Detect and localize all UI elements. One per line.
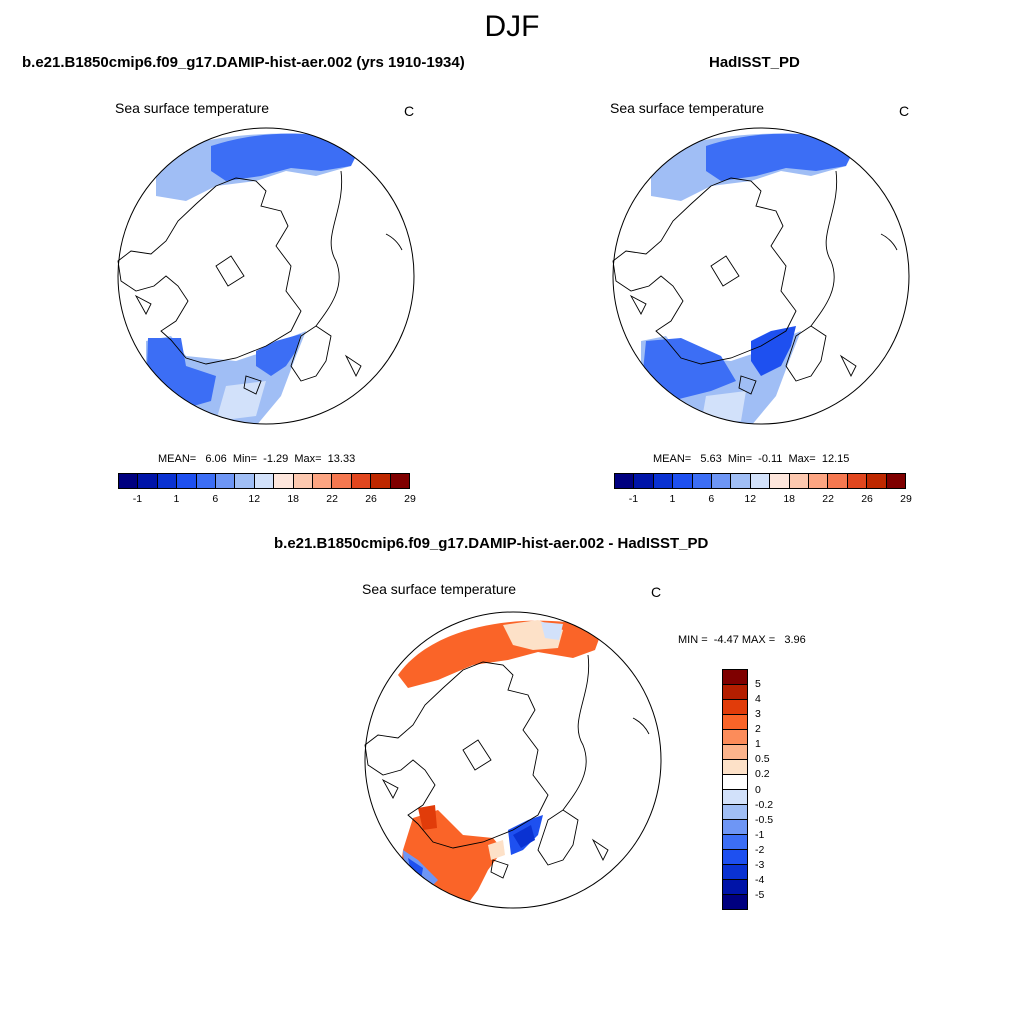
colorbar-swatch [828,474,848,488]
colorbar-tick-label: 6 [708,493,715,505]
diff-colorbar-ticks: 5 4 3 2 1 0.5 0.2 0 -0.2 -0.5 -1 -2 -3 -4 -5 [755,669,795,910]
colorbar-swatch [723,700,747,715]
obs-colorbar [614,473,906,489]
colorbar-tick-label: 0.5 [755,753,770,766]
colorbar-swatch [653,474,674,488]
colorbar-swatch [750,474,771,488]
colorbar-tick-label: 18 [287,493,300,505]
colorbar-swatch [723,805,747,820]
colorbar-tick-label: 1 [669,493,676,505]
colorbar-tick-label: 3 [755,708,761,721]
colorbar-tick-label: 0.2 [755,768,770,781]
model-stats-text: MEAN= 6.06 Min= -1.29 Max= 13.33 [158,453,356,465]
colorbar-swatch [293,474,314,488]
colorbar-tick-label: -1 [628,493,639,505]
colorbar-tick-label: 18 [783,493,796,505]
colorbar-tick-label: 12 [248,493,261,505]
colorbar-tick-label: -0.2 [755,798,774,811]
colorbar-swatch [274,474,294,488]
colorbar-swatch [723,715,747,730]
colorbar-swatch [196,474,217,488]
colorbar-tick-label: 12 [744,493,757,505]
colorbar-tick-label: 0 [755,783,761,796]
colorbar-swatch [634,474,654,488]
colorbar-tick-label: -3 [755,858,765,871]
colorbar-swatch [886,474,906,488]
colorbar-tick-label: 1 [173,493,180,505]
colorbar-swatch [847,474,868,488]
colorbar-swatch [723,865,747,880]
diff-stats-text: MIN = -4.47 MAX = 3.96 [678,634,806,646]
colorbar-swatch [723,685,747,700]
colorbar-swatch [770,474,790,488]
colorbar-swatch [138,474,158,488]
colorbar-swatch [712,474,732,488]
diff-variable-label: Sea surface temperature [362,581,517,597]
obs-colorbar-ticks: -1 1 6 12 18 22 26 29 [614,493,912,507]
colorbar-tick-label: -2 [755,843,765,856]
colorbar-swatch [673,474,693,488]
diff-colorbar [722,669,748,910]
model-units-label: C [404,103,415,119]
colorbar-swatch [809,474,829,488]
model-panel-title: b.e21.B1850cmip6.f09_g17.DAMIP-hist-aer.… [22,54,465,71]
colorbar-swatch [731,474,751,488]
model-colorbar [118,473,410,489]
colorbar-swatch [119,474,139,488]
colorbar-swatch [723,745,747,760]
colorbar-swatch [692,474,713,488]
colorbar-swatch [216,474,236,488]
colorbar-swatch [313,474,333,488]
colorbar-swatch [723,670,747,685]
figure-title: DJF [484,10,540,43]
colorbar-tick-label: 29 [404,493,416,505]
colorbar-tick-label: 5 [755,678,761,691]
colorbar-swatch [615,474,635,488]
colorbar-tick-label: -1 [755,828,765,841]
colorbar-swatch [254,474,275,488]
colorbar-tick-label: -4 [755,873,765,886]
colorbar-swatch [723,895,747,909]
colorbar-tick-label: -1 [132,493,143,505]
colorbar-swatch [723,835,747,850]
colorbar-swatch [371,474,391,488]
model-colorbar-ticks: -1 1 6 12 18 22 26 29 [118,493,416,507]
colorbar-swatch [351,474,372,488]
colorbar-swatch [789,474,810,488]
colorbar-tick-label: 22 [822,493,834,505]
diff-units-label: C [651,584,662,600]
colorbar-swatch [157,474,178,488]
colorbar-tick-label: -5 [755,888,765,901]
colorbar-tick-label: -0.5 [755,813,774,826]
colorbar-swatch [723,730,747,745]
colorbar-tick-label: 26 [365,493,377,505]
colorbar-tick-label: 6 [212,493,219,505]
colorbar-swatch [332,474,352,488]
colorbar-tick-label: 22 [326,493,338,505]
colorbar-swatch [867,474,887,488]
obs-stats-text: MEAN= 5.63 Min= -0.11 Max= 12.15 [653,453,850,465]
colorbar-swatch [390,474,410,488]
model-variable-label: Sea surface temperature [115,100,270,116]
colorbar-swatch [723,790,747,805]
colorbar-swatch [723,775,747,790]
colorbar-swatch [235,474,255,488]
colorbar-swatch [723,760,747,775]
colorbar-swatch [723,880,747,895]
obs-polar-map [612,127,910,425]
obs-variable-label: Sea surface temperature [610,100,765,116]
obs-units-label: C [899,103,910,119]
model-polar-map [117,127,415,425]
diff-panel-title: b.e21.B1850cmip6.f09_g17.DAMIP-hist-aer.… [274,535,709,552]
colorbar-swatch [723,820,747,835]
colorbar-tick-label: 4 [755,693,761,706]
obs-panel-title: HadISST_PD [709,54,800,71]
colorbar-tick-label: 26 [861,493,873,505]
colorbar-swatch [177,474,197,488]
diff-polar-map [364,611,662,909]
colorbar-tick-label: 2 [755,723,761,736]
colorbar-tick-label: 1 [755,738,761,751]
colorbar-tick-label: 29 [900,493,912,505]
colorbar-swatch [723,850,747,865]
